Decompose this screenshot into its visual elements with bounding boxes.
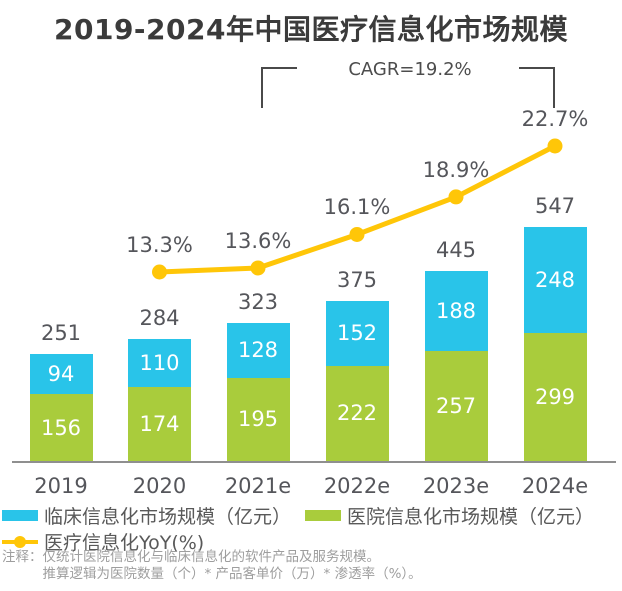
legend-item-clinical: 临床信息化市场规模（亿元） bbox=[2, 502, 291, 529]
bar-total-label-2019: 251 bbox=[40, 321, 82, 345]
yoy-point-2023e bbox=[448, 189, 464, 205]
bar-segment-clinical-2022e: 152 bbox=[325, 300, 389, 366]
x-axis-line bbox=[12, 461, 616, 463]
bar-total-label-2020: 284 bbox=[139, 306, 180, 331]
bar-value-clinical-2020: 110 bbox=[139, 350, 180, 375]
yoy-label-2020: 13.3% bbox=[126, 233, 193, 257]
footnote-prefix: 注释： bbox=[2, 549, 43, 565]
cagr-bracket-right bbox=[519, 67, 555, 108]
bar-value-clinical-2022e: 152 bbox=[336, 321, 378, 346]
chart-footnote: 注释： 仅统计医院信息化与临床信息化的软件产品及服务规模。 推算逻辑为医院数量（… bbox=[2, 549, 422, 582]
x-axis-label-2019: 2019 bbox=[34, 474, 88, 498]
bar-value-clinical-2024e: 248 bbox=[534, 267, 576, 292]
bar-value-hospital-2021e: 195 bbox=[237, 407, 279, 432]
bar-value-hospital-2023e: 257 bbox=[435, 393, 477, 418]
yoy-point-2024e bbox=[547, 138, 563, 154]
yoy-label-2023e: 18.9% bbox=[422, 157, 490, 182]
x-axis-label-2020: 2020 bbox=[132, 474, 187, 498]
footnote-line-2: 推算逻辑为医院数量（个）* 产品客单价（万）* 渗透率（%）。 bbox=[42, 565, 422, 582]
legend-label-clinical: 临床信息化市场规模（亿元） bbox=[44, 506, 292, 528]
bar-segment-clinical-2020: 110 bbox=[128, 339, 191, 387]
bar-segment-hospital-2024e: 299 bbox=[523, 333, 587, 461]
legend-label-yoy: 医疗信息化YoY(%) bbox=[44, 532, 205, 554]
footnote-line-1: 仅统计医院信息化与临床信息化的软件产品及服务规模。 bbox=[42, 549, 381, 565]
legend-swatch-blue-icon bbox=[2, 510, 38, 521]
bar-segment-clinical-2021e: 128 bbox=[226, 322, 290, 378]
chart-title: 2019-2024年中国医疗信息化市场规模 bbox=[54, 13, 568, 46]
footnote-lines: 仅统计医院信息化与临床信息化的软件产品及服务规模。 推算逻辑为医院数量（个）* … bbox=[43, 549, 422, 582]
bar-segment-hospital-2022e: 222 bbox=[325, 365, 389, 461]
cagr-annotation: CAGR=19.2% bbox=[348, 59, 472, 80]
bar-value-hospital-2024e: 299 bbox=[534, 385, 576, 409]
legend-swatch-green-icon bbox=[305, 510, 342, 521]
bar-segment-hospital-2023e: 257 bbox=[424, 351, 488, 461]
yoy-point-2021e bbox=[250, 260, 266, 276]
cagr-bracket-left bbox=[261, 67, 297, 108]
bar-value-clinical-2019: 94 bbox=[47, 362, 75, 387]
bar-segment-clinical-2024e: 248 bbox=[523, 226, 587, 334]
bar-value-hospital-2022e: 222 bbox=[336, 401, 378, 426]
yoy-label-2022e: 16.1% bbox=[323, 195, 391, 220]
bar-total-label-2023e: 445 bbox=[435, 237, 477, 262]
bar-total-label-2024e: 547 bbox=[534, 193, 576, 218]
x-axis-label-2021e: 2021e bbox=[224, 474, 292, 498]
yoy-point-2020 bbox=[152, 264, 167, 280]
legend-label-hospital: 医院信息化市场规模（亿元） bbox=[347, 506, 595, 528]
legend-row-1: 临床信息化市场规模（亿元） 医院信息化市场规模（亿元） bbox=[2, 503, 594, 528]
legend-row-2: 医疗信息化YoY(%) bbox=[2, 529, 594, 554]
bar-total-label-2022e: 375 bbox=[336, 267, 378, 292]
bar-segment-clinical-2019: 94 bbox=[29, 354, 93, 395]
yoy-point-2022e bbox=[349, 226, 365, 242]
bar-total-label-2021e: 323 bbox=[237, 289, 279, 314]
chart-legend: 临床信息化市场规模（亿元） 医院信息化市场规模（亿元） 医疗信息化YoY(%) bbox=[2, 503, 594, 554]
bar-segment-hospital-2019: 156 bbox=[29, 394, 93, 461]
bar-segment-hospital-2020: 174 bbox=[128, 386, 191, 461]
yoy-label-2024e: 22.7% bbox=[521, 107, 589, 131]
bar-value-clinical-2021e: 128 bbox=[237, 338, 279, 363]
legend-item-yoy: 医疗信息化YoY(%) bbox=[2, 528, 204, 555]
bar-value-clinical-2023e: 188 bbox=[435, 298, 477, 323]
bar-value-hospital-2020: 174 bbox=[139, 411, 180, 436]
bar-segment-hospital-2021e: 195 bbox=[226, 377, 290, 461]
bar-segment-clinical-2023e: 188 bbox=[424, 270, 488, 351]
yoy-label-2021e: 13.6% bbox=[224, 228, 292, 253]
bar-value-hospital-2019: 156 bbox=[40, 415, 82, 440]
x-axis-label-2024e: 2024e bbox=[521, 474, 589, 498]
legend-line-dot-icon bbox=[2, 535, 38, 548]
legend-item-hospital: 医院信息化市场规模（亿元） bbox=[305, 502, 594, 529]
x-axis-label-2023e: 2023e bbox=[422, 474, 490, 498]
x-axis-label-2022e: 2022e bbox=[323, 474, 391, 498]
